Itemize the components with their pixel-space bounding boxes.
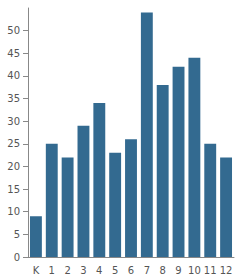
svg-text:2: 2 [64,265,70,276]
svg-text:12: 12 [220,265,233,276]
svg-text:10: 10 [7,206,20,217]
svg-text:30: 30 [7,116,20,127]
svg-text:20: 20 [7,161,20,172]
svg-text:25: 25 [7,138,20,149]
svg-text:5: 5 [112,265,118,276]
svg-text:11: 11 [204,265,217,276]
svg-text:15: 15 [7,184,20,195]
svg-text:5: 5 [14,229,20,240]
svg-text:35: 35 [7,93,20,104]
svg-text:7: 7 [144,265,150,276]
svg-text:10: 10 [188,265,201,276]
svg-text:45: 45 [7,48,20,59]
svg-text:40: 40 [7,70,20,81]
svg-text:K: K [33,265,40,276]
svg-text:0: 0 [14,252,20,263]
svg-text:9: 9 [175,265,181,276]
svg-text:1: 1 [49,265,55,276]
svg-text:6: 6 [128,265,134,276]
svg-text:3: 3 [80,265,86,276]
svg-text:50: 50 [7,25,20,36]
svg-text:4: 4 [96,265,102,276]
svg-text:8: 8 [160,265,166,276]
